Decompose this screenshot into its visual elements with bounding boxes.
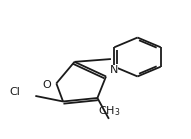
Text: Cl: Cl <box>10 87 20 97</box>
Text: CH$_3$: CH$_3$ <box>98 104 120 118</box>
Text: O: O <box>43 80 52 90</box>
Text: N: N <box>110 65 118 75</box>
